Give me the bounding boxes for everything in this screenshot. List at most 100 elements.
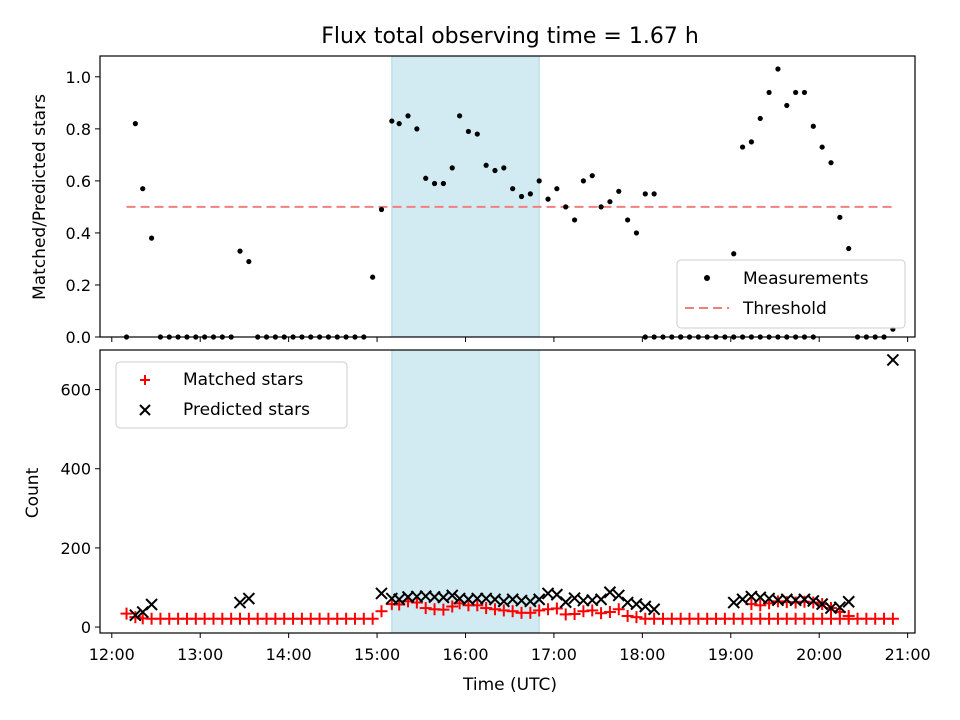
predicted-star-point — [727, 596, 740, 609]
bottom-y-tick-label: 400 — [60, 460, 91, 479]
predicted-star-point — [375, 587, 388, 600]
measurement-point — [431, 180, 438, 187]
matched-star-point — [621, 609, 634, 622]
legend-measurements-label: Measurements — [743, 269, 869, 289]
chart-title: Flux total observing time = 1.67 h — [321, 24, 699, 49]
measurement-point — [405, 113, 411, 119]
measurement-point — [580, 178, 586, 184]
predicted-star-point — [639, 600, 652, 613]
matched-star-point — [586, 604, 599, 617]
matched-star-point — [533, 604, 546, 617]
measurement-point — [378, 206, 385, 213]
predicted-star-point — [242, 592, 256, 605]
legend-threshold-label: Threshold — [742, 299, 827, 319]
measurement-point — [536, 178, 542, 184]
measurement-point — [396, 121, 402, 127]
measurement-point — [545, 196, 551, 202]
legend-matched-marker — [140, 375, 150, 385]
predicted-star-point — [532, 593, 546, 606]
measurement-point — [554, 186, 560, 192]
measurement-point — [616, 188, 622, 194]
x-tick-label: 19:00 — [708, 645, 754, 664]
top-legend-box — [676, 259, 906, 329]
x-axis-label: Time (UTC) — [462, 675, 557, 695]
predicted-star-point — [630, 597, 643, 611]
measurement-point — [607, 199, 613, 205]
bottom-legend: Matched stars Predicted stars — [115, 361, 348, 429]
predicted-star-point — [129, 608, 142, 622]
matched-star-point — [437, 603, 450, 616]
bottom-legend-box — [115, 361, 348, 429]
matched-star-point — [886, 612, 899, 625]
predicted-star-point — [446, 589, 459, 602]
measurement-point — [651, 191, 657, 197]
predicted-star-point — [233, 596, 247, 609]
measurement-point — [140, 186, 146, 192]
measurement-point — [492, 167, 498, 174]
bottom-y-tick-label: 0 — [81, 618, 91, 637]
matched-star-point — [524, 606, 537, 619]
top-y-tick-label: 0.0 — [66, 328, 91, 347]
matched-star-point — [595, 607, 608, 620]
measurement-point — [148, 235, 155, 241]
predicted-star-point — [736, 593, 749, 606]
measurement-point — [440, 180, 446, 187]
x-tick-label: 18:00 — [619, 645, 665, 664]
x-tick-label: 20:00 — [796, 645, 842, 664]
measurement-point — [501, 165, 507, 171]
matched-star-point — [366, 612, 379, 625]
legend-x — [139, 404, 151, 416]
top-y-tick-label: 1.0 — [66, 68, 91, 87]
matched-star-point — [807, 596, 820, 609]
measurement-point — [625, 217, 631, 223]
measurement-point — [642, 191, 648, 197]
matched-star-point — [550, 602, 563, 615]
measurement-point — [793, 89, 799, 96]
measurement-point — [731, 251, 737, 257]
measurement-point — [846, 245, 852, 252]
measurement-point — [801, 89, 808, 96]
x-tick-label: 13:00 — [177, 645, 223, 664]
measurement-point — [423, 175, 429, 181]
measurement-point — [775, 66, 781, 72]
top-y-axis-label: Matched/Predicted stars — [30, 94, 50, 300]
measurement-point — [598, 204, 604, 210]
top-legend: Measurements Threshold — [676, 259, 906, 329]
measurement-point — [739, 144, 746, 150]
matched-star-point — [603, 606, 616, 619]
measurement-point — [563, 204, 569, 210]
matched-star-point — [480, 602, 493, 615]
predicted-star-point — [815, 597, 829, 611]
matched-star-point — [842, 609, 855, 622]
measurement-point — [510, 186, 516, 192]
legend-matched-label: Matched stars — [183, 370, 303, 390]
bottom-y-tick-label: 600 — [60, 381, 91, 400]
measurement-point — [518, 193, 525, 200]
measurement-point — [810, 123, 816, 129]
matched-star-point — [506, 605, 519, 618]
predicted-star-point — [807, 594, 820, 608]
measurement-point — [132, 121, 138, 127]
predicted-star-point — [392, 593, 406, 606]
matched-star-point — [419, 602, 432, 615]
measurement-point — [571, 217, 578, 223]
measurement-point — [828, 160, 834, 166]
top-panel: 0.0 0.2 0.4 0.6 0.8 1.0 Matched/Predicted sta… — [30, 55, 916, 347]
measurement-point — [449, 165, 455, 171]
measurement-point — [784, 102, 790, 109]
matched-star-point — [630, 611, 643, 624]
measurement-point — [819, 144, 825, 150]
measurement-point — [246, 258, 252, 265]
bottom-plot-frame — [99, 349, 916, 634]
legend-plus — [140, 375, 150, 385]
x-tick-label: 14:00 — [266, 645, 312, 664]
top-highlight-band — [391, 55, 540, 338]
bottom-highlight-band — [391, 349, 540, 634]
x-tick-label: 17:00 — [531, 645, 577, 664]
measurement-point — [389, 118, 395, 124]
matched-star-point — [375, 605, 388, 618]
measurement-point — [457, 113, 463, 119]
matched-star-point — [129, 611, 142, 624]
bottom-y-axis-label: Count — [23, 467, 43, 518]
